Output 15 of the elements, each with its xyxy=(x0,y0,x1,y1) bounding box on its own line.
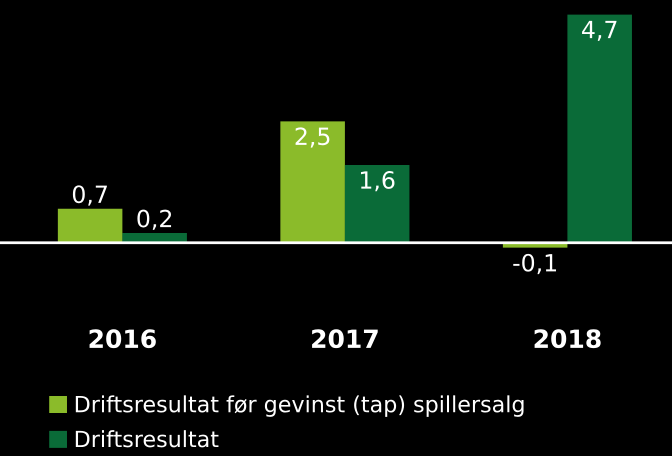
bar xyxy=(58,208,122,243)
bar xyxy=(344,165,410,243)
data-label: 4,7 xyxy=(582,20,616,41)
data-label: 0,2 xyxy=(137,210,172,230)
legend-label: Driftsresultat xyxy=(76,430,218,448)
bar xyxy=(567,14,632,243)
x-tick-label: 2017 xyxy=(312,329,378,348)
x-tick-label: 2018 xyxy=(534,329,601,348)
data-label: 1,6 xyxy=(360,171,394,192)
data-label: -0,1 xyxy=(513,254,556,274)
bar xyxy=(280,121,345,243)
data-label: 2,5 xyxy=(296,127,330,148)
x-tick-label: 2016 xyxy=(90,329,156,348)
data-label: 0,7 xyxy=(72,185,107,206)
legend-label: Driftsresultat før gevinst (tap) spillersalg xyxy=(76,395,524,417)
